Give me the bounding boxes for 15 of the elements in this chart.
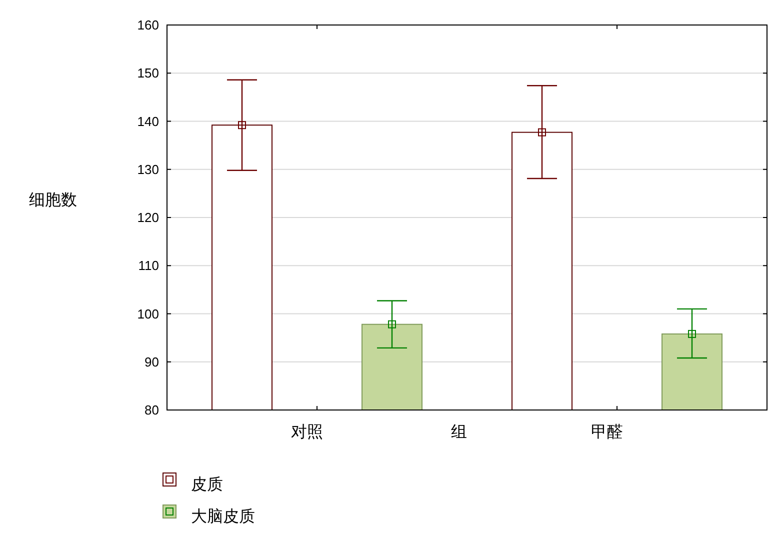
y-tick-label: 120 xyxy=(137,210,159,226)
y-axis-title: 细胞数 xyxy=(29,192,77,209)
x-tick-label: 甲醛 xyxy=(591,423,623,441)
legend-label: 大脑皮质 xyxy=(191,508,255,526)
x-axis-title: 组 xyxy=(451,424,467,441)
x-tick-label: 对照 xyxy=(291,423,323,441)
y-tick-label: 150 xyxy=(137,66,159,81)
y-tick-label: 90 xyxy=(144,354,159,370)
y-tick-label: 80 xyxy=(144,402,159,418)
y-tick-label: 110 xyxy=(138,258,159,274)
y-tick-label: 160 xyxy=(137,18,159,33)
y-tick-label: 130 xyxy=(137,162,159,177)
y-tick-label: 140 xyxy=(137,114,159,129)
legend-label: 皮质 xyxy=(191,476,223,494)
y-tick-label: 100 xyxy=(137,306,159,322)
